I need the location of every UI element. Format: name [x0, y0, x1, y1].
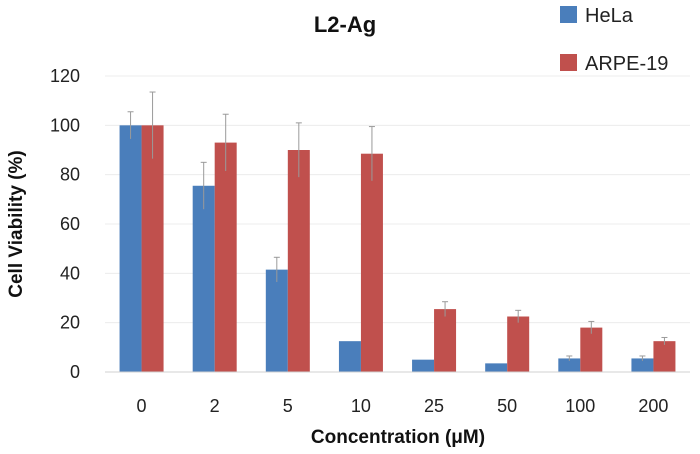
bar-arpe-19-5 — [287, 150, 310, 372]
bar-hela-5 — [265, 269, 288, 372]
y-axis-ticks: 0 20 40 60 80 100 120 — [50, 66, 80, 382]
x-axis-label: Concentration (μM) — [311, 427, 485, 448]
error-bars — [127, 91, 668, 361]
x-tick-label: 25 — [424, 396, 444, 416]
legend: HeLa ARPE-19 — [560, 5, 668, 75]
y-tick-label: 100 — [50, 115, 80, 135]
x-tick-label: 50 — [497, 396, 517, 416]
bar-hela-200 — [631, 358, 654, 372]
y-tick-label: 120 — [50, 66, 80, 86]
legend-label-arpe-19: ARPE-19 — [585, 53, 668, 75]
bar-arpe-19-0 — [141, 125, 164, 372]
y-axis-label: Cell Viability (%) — [6, 150, 27, 297]
x-tick-label: 0 — [137, 396, 147, 416]
x-tick-label: 2 — [210, 396, 220, 416]
y-tick-label: 80 — [60, 165, 80, 185]
bar-arpe-19-25 — [434, 309, 457, 372]
bar-hela-0 — [119, 125, 142, 372]
x-tick-label: 200 — [638, 396, 668, 416]
bar-arpe-19-200 — [653, 341, 676, 372]
bar-hela-25 — [412, 359, 435, 372]
bar-arpe-19-50 — [507, 316, 530, 372]
bars — [119, 125, 676, 372]
y-tick-label: 20 — [60, 313, 80, 333]
legend-label-hela: HeLa — [585, 5, 634, 27]
x-tick-label: 10 — [351, 396, 371, 416]
x-tick-label: 5 — [283, 396, 293, 416]
x-tick-label: 100 — [565, 396, 595, 416]
bar-hela-50 — [485, 363, 508, 372]
x-axis-ticks: 0 2 5 10 25 50 100 200 — [137, 396, 669, 416]
bar-hela-10 — [338, 341, 361, 372]
legend-swatch-hela — [560, 6, 577, 23]
bar-hela-2 — [192, 185, 215, 372]
chart-title: L2-Ag — [314, 12, 376, 37]
y-tick-label: 60 — [60, 214, 80, 234]
y-tick-label: 0 — [70, 362, 80, 382]
bar-arpe-19-100 — [580, 327, 603, 372]
y-tick-label: 40 — [60, 263, 80, 283]
bar-hela-100 — [558, 358, 581, 372]
bar-arpe-19-2 — [214, 142, 237, 372]
legend-swatch-arpe-19 — [560, 54, 577, 71]
bar-arpe-19-10 — [360, 153, 383, 372]
